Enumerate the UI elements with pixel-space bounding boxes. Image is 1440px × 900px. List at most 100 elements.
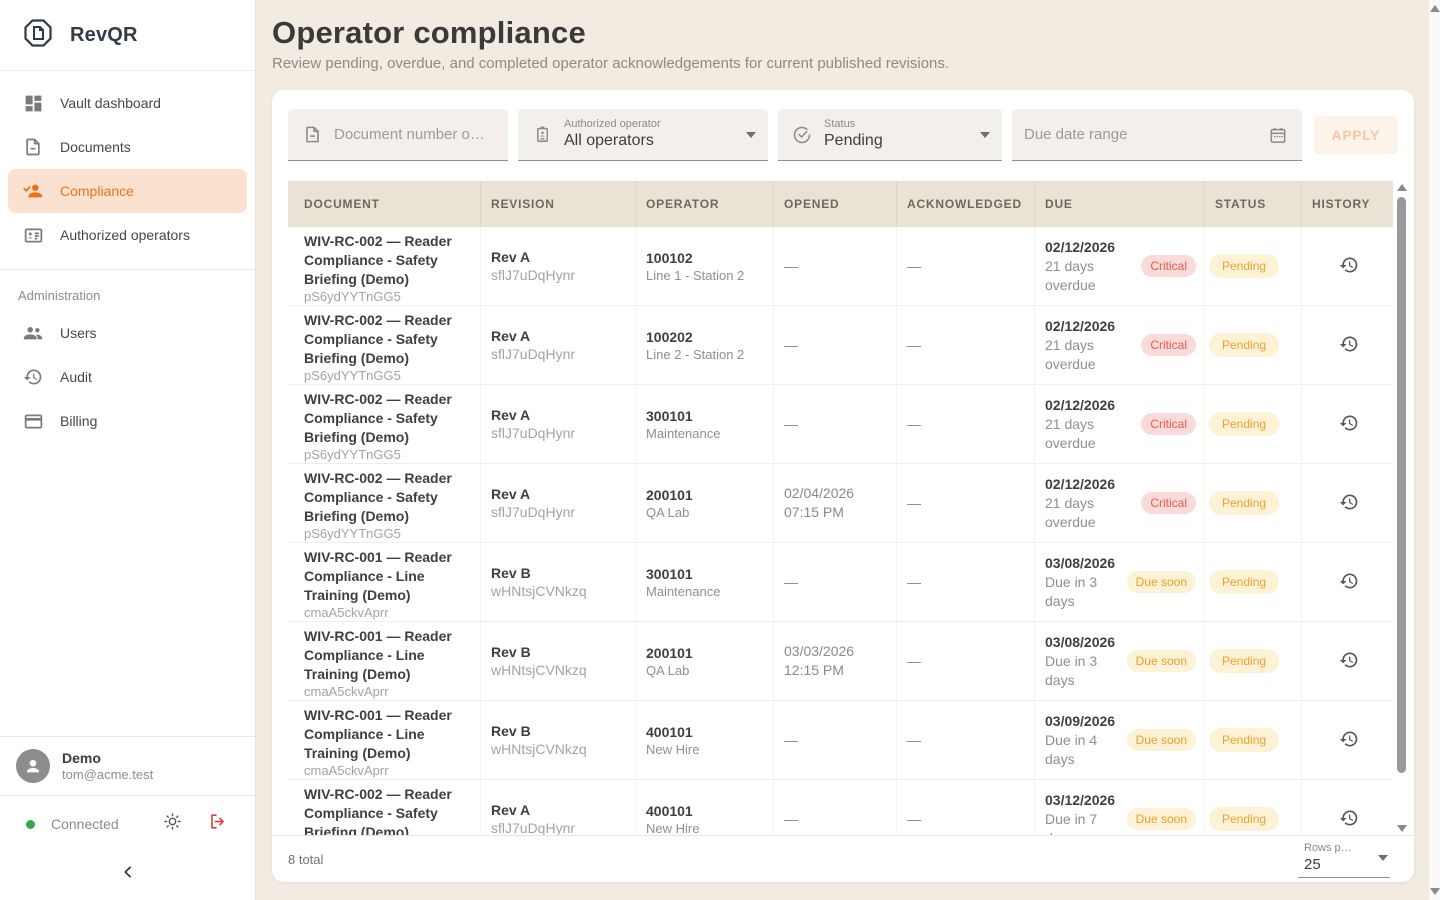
table-row[interactable]: WIV-RC-001 — Reader Compliance - Line Tr… xyxy=(288,543,1393,622)
sidebar-collapse-button[interactable] xyxy=(0,848,255,900)
acknowledged-cell: — xyxy=(897,780,1035,835)
table-scrollbar[interactable] xyxy=(1395,181,1409,835)
acknowledged-cell: — xyxy=(897,385,1035,463)
admin-nav: Users Audit Billing xyxy=(0,311,255,443)
operator-cell: 400101 New Hire xyxy=(636,701,774,779)
history-button[interactable] xyxy=(1337,332,1361,359)
status-filter-select[interactable]: Status Pending xyxy=(778,109,1002,161)
nav-label: Audit xyxy=(60,369,92,385)
acknowledged-cell: — xyxy=(897,227,1035,305)
history-cell xyxy=(1302,306,1393,384)
history-button[interactable] xyxy=(1337,648,1361,675)
due-date: 03/09/2026 xyxy=(1045,712,1116,729)
sidebar-item-billing[interactable]: Billing xyxy=(8,399,247,443)
revision-id: sflJ7uDqHynr xyxy=(491,267,576,283)
due-chip: Critical xyxy=(1141,492,1196,514)
revision-cell: Rev A sflJ7uDqHynr xyxy=(481,780,636,835)
history-cell xyxy=(1302,622,1393,700)
acknowledged-value: — xyxy=(907,810,921,827)
table-row[interactable]: WIV-RC-002 — Reader Compliance - Safety … xyxy=(288,227,1393,306)
chevron-left-icon xyxy=(120,864,136,885)
table-row[interactable]: WIV-RC-002 — Reader Compliance - Safety … xyxy=(288,464,1393,543)
table-header: DOCUMENT REVISION OPERATOR OPENED ACKNOW… xyxy=(288,181,1393,227)
document-cell: WIV-RC-001 — Reader Compliance - Line Tr… xyxy=(288,543,481,621)
sidebar-item-vault-dashboard[interactable]: Vault dashboard xyxy=(8,81,247,125)
revision-name: Rev B xyxy=(491,565,531,581)
revision-cell: Rev A sflJ7uDqHynr xyxy=(481,227,636,305)
table-row[interactable]: WIV-RC-002 — Reader Compliance - Safety … xyxy=(288,306,1393,385)
table-row[interactable]: WIV-RC-002 — Reader Compliance - Safety … xyxy=(288,385,1393,464)
table-row[interactable]: WIV-RC-001 — Reader Compliance - Line Tr… xyxy=(288,622,1393,701)
operator-cell: 300101 Maintenance xyxy=(636,543,774,621)
document-title: WIV-RC-002 — Reader Compliance - Safety … xyxy=(304,233,452,287)
scroll-up-icon[interactable] xyxy=(1397,184,1407,191)
operator-id: 100102 xyxy=(646,249,693,266)
page-scrollbar[interactable] xyxy=(1428,0,1440,900)
opened-cell: 03/03/2026 12:15 PM xyxy=(774,622,897,700)
document-title: WIV-RC-002 — Reader Compliance - Safety … xyxy=(304,312,452,366)
table-scrollbar-thumb[interactable] xyxy=(1397,197,1406,773)
document-title: WIV-RC-002 — Reader Compliance - Safety … xyxy=(304,470,452,524)
revision-name: Rev B xyxy=(491,723,531,739)
operator-name: QA Lab xyxy=(646,504,690,520)
scroll-down-icon[interactable] xyxy=(1397,825,1407,832)
history-button[interactable] xyxy=(1337,806,1361,833)
sidebar-item-documents[interactable]: Documents xyxy=(8,125,247,169)
rows-per-page-value: 25 xyxy=(1304,855,1321,873)
due-date-range-input[interactable] xyxy=(1024,126,1256,143)
apply-button[interactable]: APPLY xyxy=(1313,116,1398,154)
sidebar-item-users[interactable]: Users xyxy=(8,311,247,355)
scroll-up-icon[interactable] xyxy=(1430,5,1440,12)
sidebar-item-compliance[interactable]: Compliance xyxy=(8,169,247,213)
revqr-logo-icon xyxy=(22,17,54,54)
table-row[interactable]: WIV-RC-001 — Reader Compliance - Line Tr… xyxy=(288,701,1393,780)
user-profile[interactable]: Demo tom@acme.test xyxy=(0,736,255,795)
scroll-down-icon[interactable] xyxy=(1430,888,1440,895)
document-search-input[interactable] xyxy=(334,126,496,143)
connection-status: Connected xyxy=(51,816,119,832)
theme-toggle-sun-icon[interactable] xyxy=(163,812,182,836)
acknowledged-cell: — xyxy=(897,306,1035,384)
logout-icon[interactable] xyxy=(208,812,227,836)
document-cell: WIV-RC-002 — Reader Compliance - Safety … xyxy=(288,306,481,384)
revision-name: Rev A xyxy=(491,328,531,344)
document-id: pS6ydYYTnGG5 xyxy=(304,447,401,462)
sidebar-nav: Vault dashboard Documents Compliance Aut… xyxy=(0,71,255,257)
history-button[interactable] xyxy=(1337,411,1361,438)
acknowledged-value: — xyxy=(907,336,921,353)
document-title: WIV-RC-002 — Reader Compliance - Safety … xyxy=(304,391,452,445)
sidebar-item-authorized-operators[interactable]: Authorized operators xyxy=(8,213,247,257)
history-button[interactable] xyxy=(1337,490,1361,517)
main-content: Operator compliance Review pending, over… xyxy=(256,0,1428,900)
due-note: 21 days overdue xyxy=(1045,415,1096,451)
rows-per-page-select[interactable]: Rows p… 25 xyxy=(1298,840,1390,878)
revision-cell: Rev A sflJ7uDqHynr xyxy=(481,385,636,463)
avatar xyxy=(16,749,50,783)
sidebar-item-audit[interactable]: Audit xyxy=(8,355,247,399)
operator-cell: 100102 Line 1 - Station 2 xyxy=(636,227,774,305)
filter-bar: Authorized operator All operators Status… xyxy=(272,90,1414,161)
history-button[interactable] xyxy=(1337,569,1361,596)
history-button[interactable] xyxy=(1337,253,1361,280)
document-title: WIV-RC-001 — Reader Compliance - Line Tr… xyxy=(304,628,452,682)
history-cell xyxy=(1302,464,1393,542)
acknowledged-value: — xyxy=(907,573,921,590)
due-date-range-field[interactable] xyxy=(1012,109,1302,161)
opened-date: — xyxy=(784,257,798,274)
credit-card-icon xyxy=(22,410,44,432)
document-search-field[interactable] xyxy=(288,109,508,161)
calendar-icon[interactable] xyxy=(1266,125,1290,145)
status-cell: Pending xyxy=(1205,306,1302,384)
history-button[interactable] xyxy=(1337,727,1361,754)
administration-section-label: Administration xyxy=(18,288,101,303)
opened-date: 02/04/2026 xyxy=(784,485,855,501)
revision-cell: Rev A sflJ7uDqHynr xyxy=(481,464,636,542)
due-note: 21 days overdue xyxy=(1045,494,1096,530)
opened-cell: — xyxy=(774,701,897,779)
status-badge: Pending xyxy=(1209,570,1280,594)
table-body: WIV-RC-002 — Reader Compliance - Safety … xyxy=(288,227,1393,835)
table-row[interactable]: WIV-RC-002 — Reader Compliance - Safety … xyxy=(288,780,1393,835)
due-cell: 02/12/2026 21 days overdue Critical xyxy=(1035,227,1205,305)
operator-filter-select[interactable]: Authorized operator All operators xyxy=(518,109,768,161)
user-email: tom@acme.test xyxy=(62,767,154,782)
